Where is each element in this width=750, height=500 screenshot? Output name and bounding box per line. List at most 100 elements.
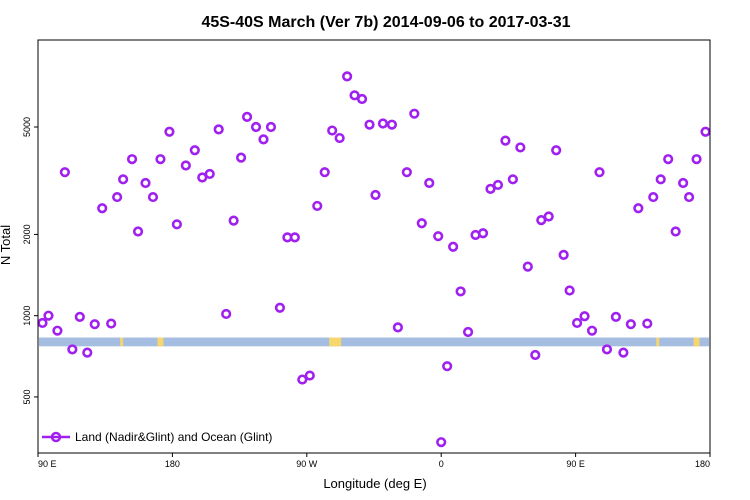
y-tick-label: 2000: [22, 224, 32, 244]
data-point: [112, 191, 123, 203]
land-segment: [329, 337, 342, 347]
data-point: [433, 231, 444, 242]
x-tick-label: 180: [165, 459, 180, 469]
data-points: [37, 71, 711, 448]
data-point: [342, 71, 353, 82]
data-point: [59, 167, 70, 178]
plot-frame: [37, 39, 711, 454]
data-point: [610, 311, 622, 322]
data-point: [250, 121, 262, 133]
data-point: [67, 344, 78, 355]
data-point: [97, 203, 108, 214]
data-point: [258, 134, 269, 145]
data-point: [530, 349, 541, 361]
data-point: [522, 261, 533, 272]
data-point: [700, 126, 711, 137]
land-segment: [693, 337, 700, 347]
data-point: [364, 119, 375, 130]
data-point: [558, 249, 569, 260]
land-segment: [157, 337, 164, 347]
x-tick-label: 90 W: [296, 459, 318, 469]
data-point: [670, 226, 681, 237]
data-point: [642, 318, 653, 329]
data-point: [106, 318, 117, 329]
data-point: [500, 135, 511, 146]
data-point: [189, 145, 200, 156]
data-point: [289, 232, 300, 243]
data-point: [507, 174, 518, 185]
data-point: [43, 310, 54, 321]
data-point: [370, 189, 381, 201]
data-point: [477, 228, 489, 239]
data-point: [52, 325, 63, 336]
data-point: [618, 347, 629, 358]
data-point: [683, 191, 695, 203]
data-point: [492, 179, 504, 191]
data-point: [515, 142, 526, 153]
data-point: [663, 154, 674, 165]
data-point: [221, 308, 232, 320]
data-point: [155, 154, 166, 165]
land-segment: [120, 337, 124, 347]
data-point: [442, 361, 453, 372]
legend-label: Land (Nadir&Glint) and Ocean (Glint): [75, 430, 272, 444]
y-tick-label: 500: [22, 389, 32, 404]
data-point: [82, 347, 93, 358]
data-point: [197, 172, 208, 183]
data-point: [436, 437, 447, 448]
data-point: [536, 214, 547, 226]
data-point: [424, 177, 435, 189]
x-tick-label: 90 E: [566, 459, 585, 469]
y-axis-label: N Total: [0, 225, 13, 265]
data-point: [265, 121, 277, 133]
data-point: [564, 285, 575, 296]
data-point: [625, 319, 636, 330]
data-point: [678, 177, 689, 189]
data-point: [579, 311, 590, 322]
legend-marker: [50, 431, 62, 443]
data-point: [655, 174, 666, 185]
data-point: [327, 125, 338, 136]
y-tick-label: 5000: [22, 117, 32, 137]
data-point: [140, 177, 151, 189]
data-point: [89, 319, 100, 330]
data-point: [356, 93, 368, 105]
data-point: [462, 326, 474, 338]
data-point: [334, 132, 345, 144]
data-point: [416, 218, 427, 229]
data-point: [485, 183, 496, 194]
data-point: [633, 203, 644, 214]
data-point: [648, 191, 659, 203]
data-point: [37, 317, 48, 329]
data-point: [319, 167, 330, 178]
data-point: [126, 154, 138, 165]
coverage-band: [39, 337, 709, 347]
data-point: [147, 191, 159, 203]
data-point: [164, 126, 175, 137]
data-point: [180, 160, 191, 171]
data-point: [228, 215, 239, 226]
data-point: [118, 174, 129, 185]
data-point: [401, 167, 412, 178]
data-point: [171, 219, 182, 230]
data-point: [594, 167, 605, 178]
data-point: [304, 370, 315, 381]
y-tick-label: 1000: [22, 306, 32, 326]
x-tick-label: 180: [695, 459, 710, 469]
land-segment: [656, 337, 660, 347]
data-point: [74, 311, 85, 322]
data-point: [586, 325, 598, 336]
data-point: [377, 118, 389, 129]
data-point: [297, 374, 308, 385]
data-point: [312, 200, 323, 212]
data-point: [455, 286, 466, 297]
data-point: [571, 317, 583, 329]
x-axis: 90 E 180 90 W 0 90 E 180: [37, 453, 711, 469]
data-point: [241, 111, 253, 122]
legend: Land (Nadir&Glint) and Ocean (Glint): [42, 430, 272, 444]
data-point: [204, 168, 215, 180]
data-point: [601, 344, 613, 355]
data-point: [543, 211, 554, 222]
data-point: [691, 154, 702, 165]
